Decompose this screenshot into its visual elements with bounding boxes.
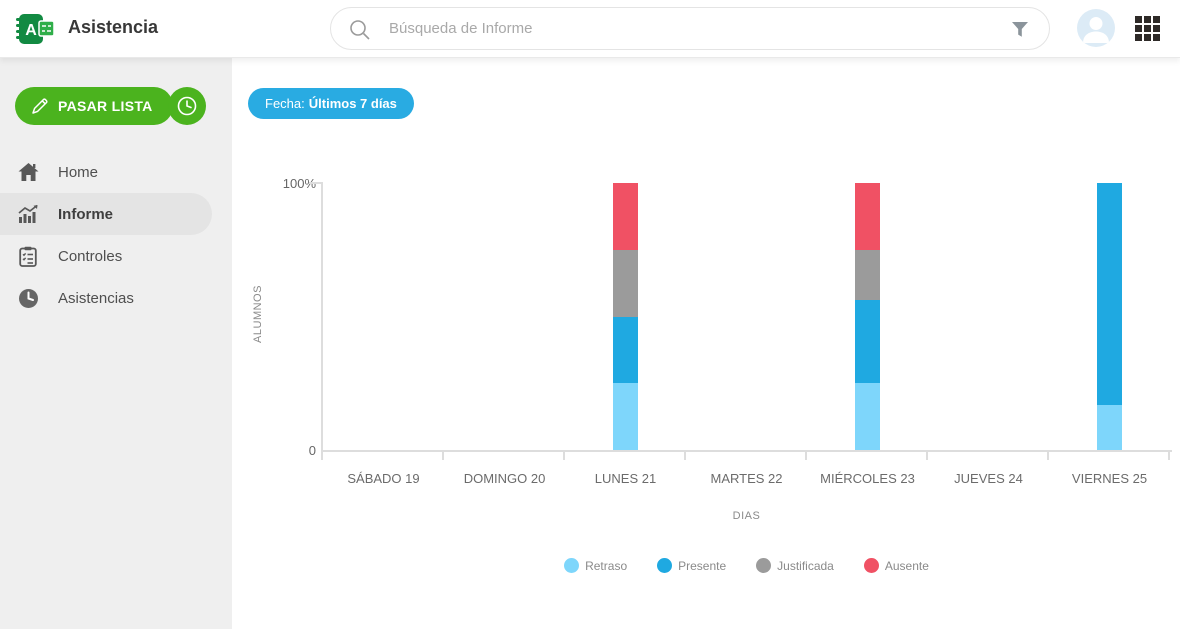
clock-icon <box>177 96 197 116</box>
x-tick-mark <box>805 452 807 460</box>
legend-item-ausente[interactable]: Ausente <box>863 558 929 573</box>
x-tick-mark <box>1047 452 1049 460</box>
sidebar-item-controles[interactable]: Controles <box>0 235 232 277</box>
y-tick-100: 100% <box>282 176 316 191</box>
app-title: Asistencia <box>68 17 159 37</box>
bar-segment-retraso[interactable] <box>1097 404 1122 450</box>
x-tick-mark <box>926 452 928 460</box>
legend-item-justificada[interactable]: Justificada <box>756 558 834 573</box>
history-clock-button[interactable] <box>168 87 206 125</box>
pencil-icon <box>32 98 48 114</box>
y-axis-title: ALUMNOS <box>252 285 264 343</box>
sidebar-nav: Home Informe <box>0 151 232 319</box>
search-input[interactable] <box>389 9 949 48</box>
x-axis-label: VIERNES 25 <box>1071 471 1148 486</box>
sidebar-item-home[interactable]: Home <box>0 151 232 193</box>
legend-dot <box>863 558 879 573</box>
bar-segment-retraso[interactable] <box>855 383 880 450</box>
clipboard-icon <box>17 245 39 267</box>
bar-segment-presente[interactable] <box>1097 183 1122 405</box>
date-chip-value: Últimos 7 días <box>308 96 397 111</box>
y-tick-0: 0 <box>308 443 316 458</box>
x-tick-mark <box>1168 452 1170 460</box>
search-icon <box>350 20 370 40</box>
bar-segment-ausente[interactable] <box>613 183 638 250</box>
clock-filled-icon <box>17 287 39 309</box>
legend-dot <box>657 558 673 573</box>
x-axis-label: DOMINGO 20 <box>463 471 546 486</box>
x-tick-mark <box>563 452 565 460</box>
bar-segment-presente[interactable] <box>855 300 880 384</box>
x-axis-label: MIÉRCOLES 23 <box>820 471 915 486</box>
bar-segment-ausente[interactable] <box>855 183 880 250</box>
sidebar-item-label: Home <box>58 163 99 181</box>
stacked-bar-viernes-25[interactable] <box>1097 183 1122 450</box>
pasar-lista-button[interactable]: PASAR LISTA <box>15 87 173 125</box>
notebook-logo-icon[interactable]: A <box>12 12 56 46</box>
legend-item-presente[interactable]: Presente <box>657 558 726 573</box>
date-filter-chip[interactable]: Fecha: Últimos 7 días <box>248 88 414 119</box>
bar-segment-justificada[interactable] <box>613 249 638 317</box>
x-tick-mark <box>321 452 323 460</box>
x-axis-title: DIAS <box>732 510 761 522</box>
bar-segment-retraso[interactable] <box>613 383 638 450</box>
stacked-bar-lunes-21[interactable] <box>613 183 638 450</box>
search-bar[interactable] <box>330 7 1050 50</box>
chart-legend: Retraso Presente Justificada Ausente <box>323 558 1170 573</box>
sidebar-item-label: Asistencias <box>58 289 134 307</box>
y-axis-top-tick <box>309 182 322 184</box>
legend-label: Justificada <box>777 558 834 573</box>
legend-label: Presente <box>678 558 727 573</box>
x-axis-label: MARTES 22 <box>710 471 783 486</box>
legend-item-retraso[interactable]: Retraso <box>564 558 627 573</box>
x-axis-label: JUEVES 24 <box>954 471 1023 486</box>
x-axis-line <box>321 450 1172 452</box>
filter-funnel-icon[interactable] <box>1011 21 1029 38</box>
svg-text:A: A <box>25 22 37 39</box>
sidebar: PASAR LISTA Home <box>0 58 232 629</box>
y-axis-line <box>321 182 323 452</box>
bar-segment-justificada[interactable] <box>855 249 880 301</box>
sidebar-item-label: Informe <box>58 205 114 223</box>
sidebar-item-asistencias[interactable]: Asistencias <box>0 277 232 319</box>
sidebar-item-label: Controles <box>58 247 123 265</box>
x-tick-mark <box>684 452 686 460</box>
home-icon <box>17 161 39 183</box>
user-avatar[interactable] <box>1077 9 1115 47</box>
top-header: A Asistencia <box>0 0 1180 58</box>
legend-dot <box>756 558 772 573</box>
apps-grid-icon[interactable] <box>1135 16 1161 42</box>
sidebar-item-informe[interactable]: Informe <box>0 193 212 235</box>
x-tick-mark <box>442 452 444 460</box>
main-content: Fecha: Últimos 7 días 100% 0 ALUMNOS SÁB… <box>232 58 1180 629</box>
plot-area <box>323 183 1170 450</box>
legend-label: Retraso <box>585 558 628 573</box>
pasar-lista-label: PASAR LISTA <box>58 98 153 114</box>
legend-dot <box>564 558 580 573</box>
bar-segment-presente[interactable] <box>613 316 638 384</box>
stacked-bar-miércoles-23[interactable] <box>855 183 880 450</box>
bar-chart-icon <box>17 203 39 225</box>
x-axis-label: SÁBADO 19 <box>347 471 420 486</box>
date-chip-prefix: Fecha: <box>265 96 305 111</box>
x-axis-label: LUNES 21 <box>594 471 657 486</box>
legend-label: Ausente <box>884 558 929 573</box>
